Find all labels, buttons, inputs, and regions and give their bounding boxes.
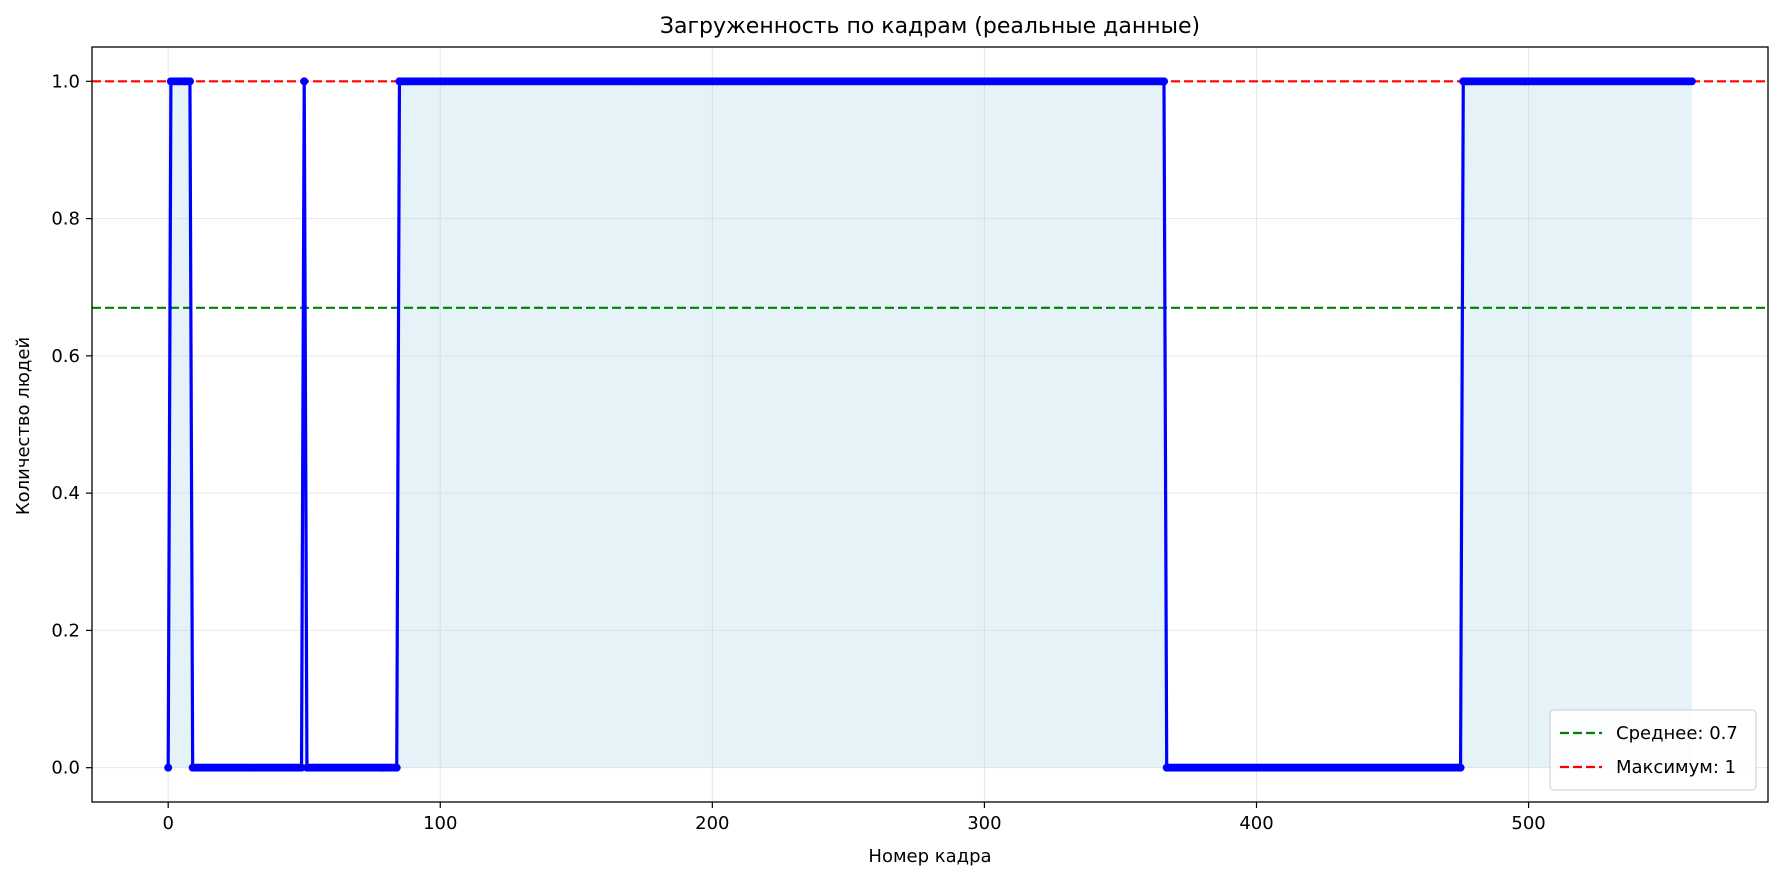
x-tick-label: 300 [967, 813, 1001, 834]
x-tick-label: 100 [423, 813, 457, 834]
legend: Среднее: 0.7 Максимум: 1 [1549, 709, 1757, 791]
data-point [1456, 763, 1465, 772]
data-point [392, 763, 401, 772]
data-point [164, 763, 173, 772]
y-tick-label: 0.8 [51, 209, 80, 230]
y-tick-label: 1.0 [51, 71, 80, 92]
x-tick-label: 500 [1511, 813, 1545, 834]
y-axis-label: Количество людей [13, 337, 34, 515]
x-tick-label: 200 [695, 813, 729, 834]
legend-label-max: Максимум: 1 [1616, 757, 1736, 778]
area-fill [168, 81, 1692, 768]
x-axis-label: Номер кадра [868, 846, 991, 867]
legend-box [1549, 709, 1757, 791]
chart-title: Загруженность по кадрам (реальные данные… [660, 14, 1200, 39]
axes-frame [91, 46, 1769, 803]
plot-area: 0 100 200 300 400 500 0.0 0.2 0.4 0.6 0.8 1.0 [51, 46, 1769, 834]
y-tick-label: 0.4 [51, 483, 80, 504]
y-tick-label: 0.6 [51, 346, 80, 367]
legend-label-mean: Среднее: 0.7 [1616, 723, 1738, 744]
y-tick-label: 0.2 [51, 620, 80, 641]
y-tick-label: 0.0 [51, 758, 80, 779]
data-point [300, 77, 309, 86]
data-point [1687, 77, 1696, 86]
data-point [185, 77, 194, 86]
data-point [1159, 77, 1168, 86]
x-tick-label: 0 [162, 813, 173, 834]
x-tick-label: 400 [1239, 813, 1273, 834]
